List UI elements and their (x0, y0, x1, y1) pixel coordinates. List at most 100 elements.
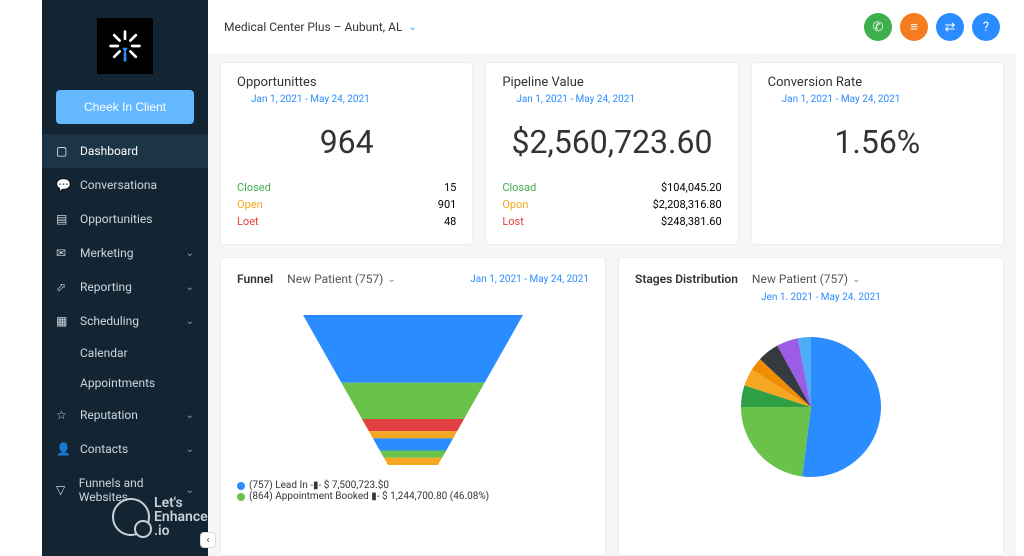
sidebar-subitem-appointments[interactable]: Appointments (42, 368, 208, 398)
stat-label: Lost (502, 215, 523, 228)
pie-chart (635, 327, 987, 487)
swap-icon: ⇄ (945, 20, 956, 35)
stat-row: Closad $104,045.20 (502, 179, 721, 196)
stat-label: Closed (237, 181, 271, 194)
sidebar-item-reporting[interactable]: ⬀ Reporting ⌄ (42, 270, 208, 304)
sidebar-item-funnels[interactable]: ▽ Funnels and Websites⌄ (42, 466, 208, 514)
phone-button[interactable]: ✆ (864, 13, 892, 41)
main: Medical Center Plus – Aubunt, AL ⌄ ✆≡⇄? … (208, 0, 1016, 556)
stat-value: $248,381.60 (661, 215, 722, 228)
account-label: Medical Center Plus – Aubunt, AL (224, 20, 402, 34)
conversations-icon: 💬 (56, 178, 70, 192)
sidebar-item-conversations[interactable]: 💬Conversationa (42, 168, 208, 202)
panel-daterange: Jan 1, 2021 - May 24, 2021 (470, 274, 589, 285)
sidebar-item-label: Funnels and Websites (79, 476, 186, 504)
stat-label: Opon (502, 198, 528, 211)
opportunities-icon: ▤ (56, 212, 70, 226)
reporting-icon: ⬀ (56, 280, 70, 294)
kpi-cards: Opportunittes Jan 1, 2021 - May 24, 2021… (208, 54, 1016, 245)
checkin-button[interactable]: Cheek In Client (56, 90, 194, 124)
stat-label: Closad (502, 181, 536, 194)
chevron-down-icon: ⌄ (186, 410, 194, 421)
chevron-down-icon: ⌄ (186, 485, 194, 496)
funnels-icon: ▽ (56, 483, 69, 497)
list-icon: ≡ (910, 19, 918, 35)
stat-value: $2,208,316.80 (653, 198, 722, 211)
card-opportunities: Opportunittes Jan 1, 2021 - May 24, 2021… (220, 62, 473, 245)
stages-panel: Stages Distribution New Patient (757) ⌄ … (618, 257, 1004, 556)
sidebar-subitem-calendar[interactable]: Calendar (42, 338, 208, 368)
card-daterange: Jan 1, 2021 - May 24, 2021 (516, 94, 721, 105)
funnel-chart (237, 310, 589, 470)
stat-row: Loet 48 (237, 213, 456, 230)
legend-text: (757) Lead In -▮- $ 7,500,723.$0 (249, 480, 389, 491)
panel-title: Stages Distribution (635, 272, 738, 286)
stat-row: Opon $2,208,316.80 (502, 196, 721, 213)
card-title: Conversion Rate (768, 75, 987, 90)
top-actions: ✆ ≡ ⇄? (864, 13, 1000, 41)
swap-button[interactable]: ⇄ (936, 13, 964, 41)
chevron-down-icon: ⌄ (186, 248, 194, 259)
legend-item: (864) Appointment Booked ▮- $ 1,244,700.… (237, 491, 589, 502)
stat-value: 48 (444, 215, 456, 228)
sidebar-item-label: Contacts (80, 442, 128, 456)
stat-row: Open 901 (237, 196, 456, 213)
legend-dot (237, 493, 245, 501)
sidebar: Cheek In Client ▢ Dashboard 💬Conversationa… (42, 0, 208, 556)
stat-row: Lost $248,381.60 (502, 213, 721, 230)
card-daterange: Jan 1, 2021 - May 24, 2021 (782, 94, 987, 105)
help-button[interactable]: ? (972, 13, 1000, 41)
sidebar-item-marketing[interactable]: ✉Merketing⌄ (42, 236, 208, 270)
card-value: 1.56% (768, 123, 987, 161)
topbar: Medical Center Plus – Aubunt, AL ⌄ ✆ ≡ ⇄? (208, 0, 1016, 54)
pipeline-label: New Patient (757) (287, 272, 383, 286)
stat-label: Open (237, 198, 263, 211)
card-value: 964 (237, 123, 456, 161)
stat-value: 901 (438, 198, 457, 211)
sidebar-item-label: Opportunities (80, 212, 152, 226)
funnel-pipeline-selector[interactable]: New Patient (757) ⌄ (287, 272, 396, 286)
stat-row: Closed 15 (237, 179, 456, 196)
charts-row: Funnel New Patient (757) ⌄ Jan 1, 2021 -… (208, 245, 1016, 556)
sidebar-item-label: Reporting (80, 280, 132, 294)
legend-item: (757) Lead In -▮- $ 7,500,723.$0 (237, 480, 589, 491)
sidebar-item-label: Reputation (80, 408, 138, 422)
chevron-down-icon: ⌄ (186, 444, 194, 455)
stages-pipeline-selector[interactable]: New Patient (757) ⌄ (752, 272, 861, 286)
dashboard-icon: ▢ (56, 144, 70, 158)
legend-dot (237, 482, 245, 490)
sidebar-item-dashboard[interactable]: ▢ Dashboard (42, 134, 208, 168)
card-title: Pipeline Value (502, 75, 721, 90)
chevron-down-icon: ⌄ (408, 22, 416, 33)
chevron-down-icon: ⌄ (852, 274, 860, 285)
stat-label: Loet (237, 215, 259, 228)
account-selector[interactable]: Medical Center Plus – Aubunt, AL ⌄ (224, 20, 417, 34)
chevron-down-icon: ⌄ (186, 282, 194, 293)
stat-value: 15 (444, 181, 456, 194)
card-value: $2,560,723.60 (502, 123, 721, 161)
sidebar-item-opportunities[interactable]: ▤ Opportunities (42, 202, 208, 236)
sidebar-item-label: Dashboard (80, 144, 138, 158)
card-pipeline: Pipeline Value Jan 1, 2021 - May 24, 202… (485, 62, 738, 245)
scheduling-icon: ▦ (56, 314, 70, 328)
nav: ▢Dashboard💬Conversationa▤Opportunities✉M… (42, 134, 208, 556)
sidebar-item-reputation[interactable]: ☆Reputation⌄ (42, 398, 208, 432)
sidebar-item-label: Merketing (80, 246, 133, 260)
legend-text: (864) Appointment Booked ▮- $ 1,244,700.… (249, 491, 489, 502)
sidebar-item-scheduling[interactable]: ▦Scheduling⌄ (42, 304, 208, 338)
funnel-panel: Funnel New Patient (757) ⌄ Jan 1, 2021 -… (220, 257, 606, 556)
logo (97, 18, 153, 74)
list-button[interactable]: ≡ (900, 13, 928, 41)
phone-icon: ✆ (873, 20, 884, 35)
card-daterange: Jan 1, 2021 - May 24, 2021 (251, 94, 456, 105)
panel-title: Funnel (237, 272, 273, 286)
panel-daterange: Jen 1. 2021 - May 24. 2021 (761, 292, 987, 303)
help-icon: ? (983, 20, 989, 35)
chevron-down-icon: ⌄ (387, 274, 395, 285)
card-title: Opportunittes (237, 75, 456, 90)
stat-value: $104,045.20 (661, 181, 722, 194)
sidebar-item-contacts[interactable]: 👤Contacts⌄ (42, 432, 208, 466)
sidebar-item-label: Scheduling (80, 314, 139, 328)
pipeline-label: New Patient (757) (752, 272, 848, 286)
funnel-legend: (757) Lead In -▮- $ 7,500,723.$0(864) Ap… (237, 480, 589, 502)
